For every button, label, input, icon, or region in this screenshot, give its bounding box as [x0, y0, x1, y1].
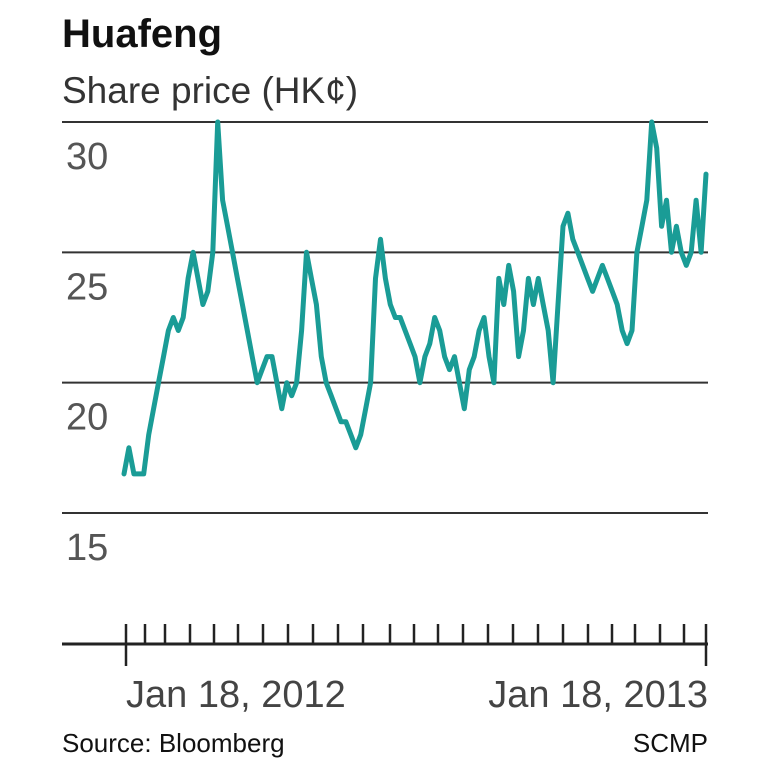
grid-lines — [62, 121, 708, 514]
credit-note: SCMP — [632, 728, 708, 758]
y-tick-label: 15 — [66, 527, 108, 569]
chart-subtitle: Share price (HK¢) — [62, 70, 359, 111]
y-axis-labels: 30 25 20 15 — [66, 136, 108, 569]
x-axis — [62, 624, 708, 666]
chart-title: Huafeng — [62, 12, 222, 56]
y-tick-label: 30 — [66, 136, 108, 178]
series-group — [121, 119, 709, 477]
y-tick-label: 25 — [66, 266, 108, 308]
source-note: Source: Bloomberg — [62, 728, 285, 758]
x-tick-label: Jan 18, 2012 — [126, 674, 346, 716]
x-axis-labels: Jan 18, 2012 Jan 18, 2013 — [126, 674, 708, 716]
y-tick-label: 20 — [66, 397, 108, 439]
x-tick-label: Jan 18, 2013 — [488, 674, 708, 716]
series-line — [121, 119, 709, 477]
